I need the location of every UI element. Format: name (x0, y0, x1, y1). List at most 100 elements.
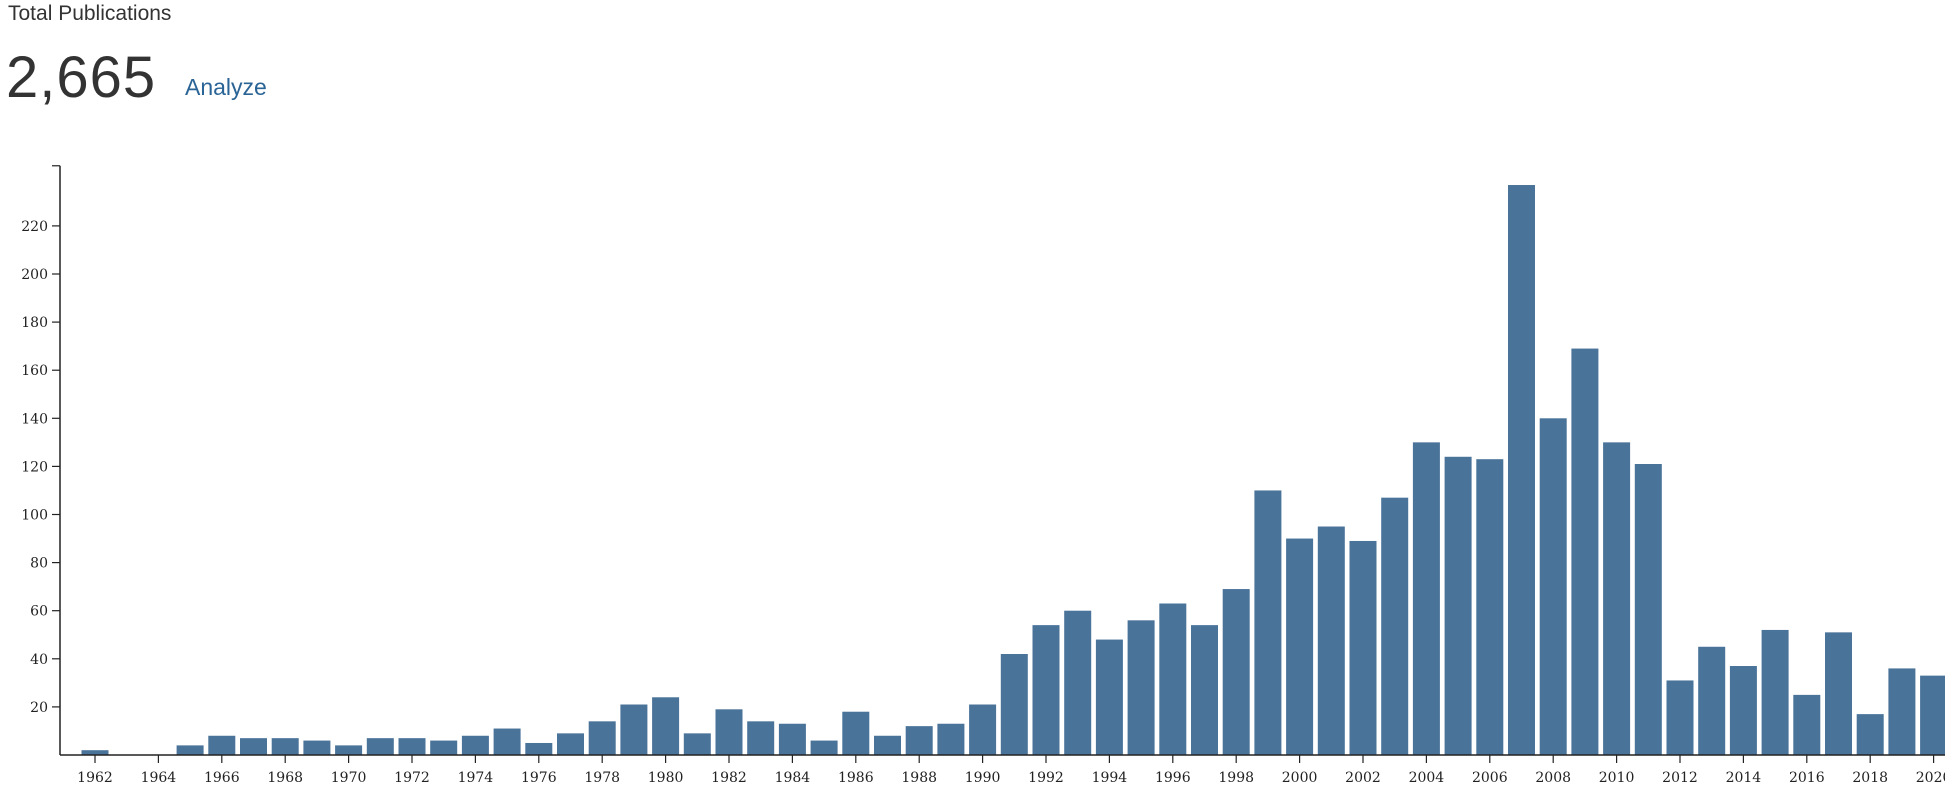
bar-2016[interactable] (1793, 694, 1821, 755)
bar-1965[interactable] (176, 745, 204, 755)
y-tick-label-20: 20 (30, 700, 48, 716)
total-publications-count: 2,665 (6, 45, 157, 110)
y-tick-label-100: 100 (21, 508, 48, 524)
bar-2012[interactable] (1666, 680, 1694, 755)
bar-1968[interactable] (271, 738, 299, 755)
bar-1966[interactable] (208, 735, 236, 755)
bar-1967[interactable] (240, 738, 267, 755)
x-tick-label-1982: 1982 (711, 770, 747, 786)
bar-2006[interactable] (1476, 459, 1504, 755)
bar-1972[interactable] (398, 738, 426, 755)
bar-1994[interactable] (1095, 639, 1123, 755)
bar-2010[interactable] (1603, 442, 1631, 755)
bar-1962[interactable] (81, 750, 109, 755)
bar-1970[interactable] (335, 745, 363, 755)
bar-1996[interactable] (1159, 603, 1187, 755)
bar-1988[interactable] (905, 726, 933, 755)
x-tick-label-2016: 2016 (1789, 770, 1825, 786)
x-tick-label-1966: 1966 (204, 770, 240, 786)
x-tick-label-1986: 1986 (838, 770, 874, 786)
x-tick-label-1978: 1978 (584, 770, 620, 786)
y-tick-label-40: 40 (30, 652, 48, 668)
bar-1971[interactable] (366, 738, 394, 755)
bar-1984[interactable] (778, 723, 806, 755)
bar-1983[interactable] (747, 721, 775, 755)
bar-2018[interactable] (1856, 714, 1884, 755)
bar-1977[interactable] (557, 733, 584, 755)
bar-2020[interactable] (1920, 675, 1945, 755)
x-tick-label-2002: 2002 (1345, 770, 1381, 786)
x-tick-label-1964: 1964 (141, 770, 177, 786)
section-title: Total Publications (8, 2, 172, 25)
bar-1982[interactable] (715, 709, 743, 755)
bar-1978[interactable] (588, 721, 616, 755)
bar-1969[interactable] (303, 740, 331, 755)
bar-2014[interactable] (1729, 666, 1757, 755)
bar-1985[interactable] (810, 740, 838, 755)
bar-1997[interactable] (1191, 625, 1218, 755)
x-tick-label-1988: 1988 (901, 770, 937, 786)
bar-1995[interactable] (1127, 620, 1155, 755)
analyze-link[interactable]: Analyze (185, 74, 267, 100)
bar-1989[interactable] (937, 723, 965, 755)
bar-1986[interactable] (842, 711, 870, 755)
bar-2017[interactable] (1825, 632, 1852, 755)
x-tick-label-2020: 2020 (1916, 770, 1945, 786)
x-tick-label-2006: 2006 (1472, 770, 1508, 786)
x-tick-label-2012: 2012 (1662, 770, 1698, 786)
x-tick-label-1998: 1998 (1218, 770, 1254, 786)
bar-2008[interactable] (1539, 418, 1567, 755)
x-tick-label-1980: 1980 (648, 770, 684, 786)
x-tick-label-1996: 1996 (1155, 770, 1191, 786)
bar-2011[interactable] (1634, 464, 1662, 755)
bar-1993[interactable] (1064, 610, 1092, 755)
bar-2000[interactable] (1286, 538, 1314, 755)
bar-1992[interactable] (1032, 625, 1060, 755)
y-axis: 20 40 60 80 100 120 140 160 180 200 220 (21, 165, 61, 755)
x-tick-label-1994: 1994 (1092, 770, 1128, 786)
y-tick-label-140: 140 (21, 411, 48, 427)
bar-1974[interactable] (461, 735, 489, 755)
bar-1976[interactable] (525, 742, 553, 755)
y-tick-label-200: 200 (21, 267, 48, 283)
bar-1980[interactable] (652, 697, 680, 755)
bar-2004[interactable] (1412, 442, 1440, 755)
x-tick-label-2010: 2010 (1599, 770, 1635, 786)
bar-1981[interactable] (683, 733, 711, 755)
bar-2013[interactable] (1698, 646, 1726, 755)
x-tick-label-1976: 1976 (521, 770, 557, 786)
y-tick-label-120: 120 (21, 459, 48, 475)
bar-2015[interactable] (1761, 629, 1789, 755)
x-tick-label-1970: 1970 (331, 770, 367, 786)
y-tick-label-220: 220 (21, 219, 48, 235)
y-tick-label-60: 60 (30, 604, 48, 620)
x-tick-label-1974: 1974 (458, 770, 494, 786)
bar-2007[interactable] (1508, 185, 1535, 755)
bar-1990[interactable] (969, 704, 997, 756)
y-tick-label-160: 160 (21, 363, 48, 379)
chart-bars (81, 185, 1945, 756)
x-tick-label-1992: 1992 (1028, 770, 1064, 786)
x-axis: 1962 1964 1966 1968 1970 1972 1974 1976 1978 1980… (60, 754, 1945, 786)
bar-2019[interactable] (1888, 668, 1916, 755)
bar-2001[interactable] (1317, 526, 1345, 755)
bar-2002[interactable] (1349, 540, 1377, 755)
x-tick-label-2004: 2004 (1409, 770, 1445, 786)
bar-1975[interactable] (493, 728, 521, 755)
bar-1991[interactable] (1000, 653, 1028, 755)
bar-1998[interactable] (1222, 589, 1250, 755)
x-tick-label-2008: 2008 (1535, 770, 1571, 786)
bar-2005[interactable] (1444, 456, 1472, 755)
bar-1999[interactable] (1254, 490, 1282, 755)
y-tick-label-80: 80 (30, 556, 48, 572)
bar-1979[interactable] (620, 704, 648, 756)
bar-2009[interactable] (1571, 348, 1599, 755)
bar-2003[interactable] (1381, 497, 1409, 755)
x-tick-label-1968: 1968 (267, 770, 303, 786)
bar-1987[interactable] (874, 735, 901, 755)
bar-1973[interactable] (430, 740, 458, 755)
x-tick-label-1972: 1972 (394, 770, 430, 786)
y-tick-label-180: 180 (21, 315, 48, 331)
x-tick-label-1984: 1984 (775, 770, 811, 786)
